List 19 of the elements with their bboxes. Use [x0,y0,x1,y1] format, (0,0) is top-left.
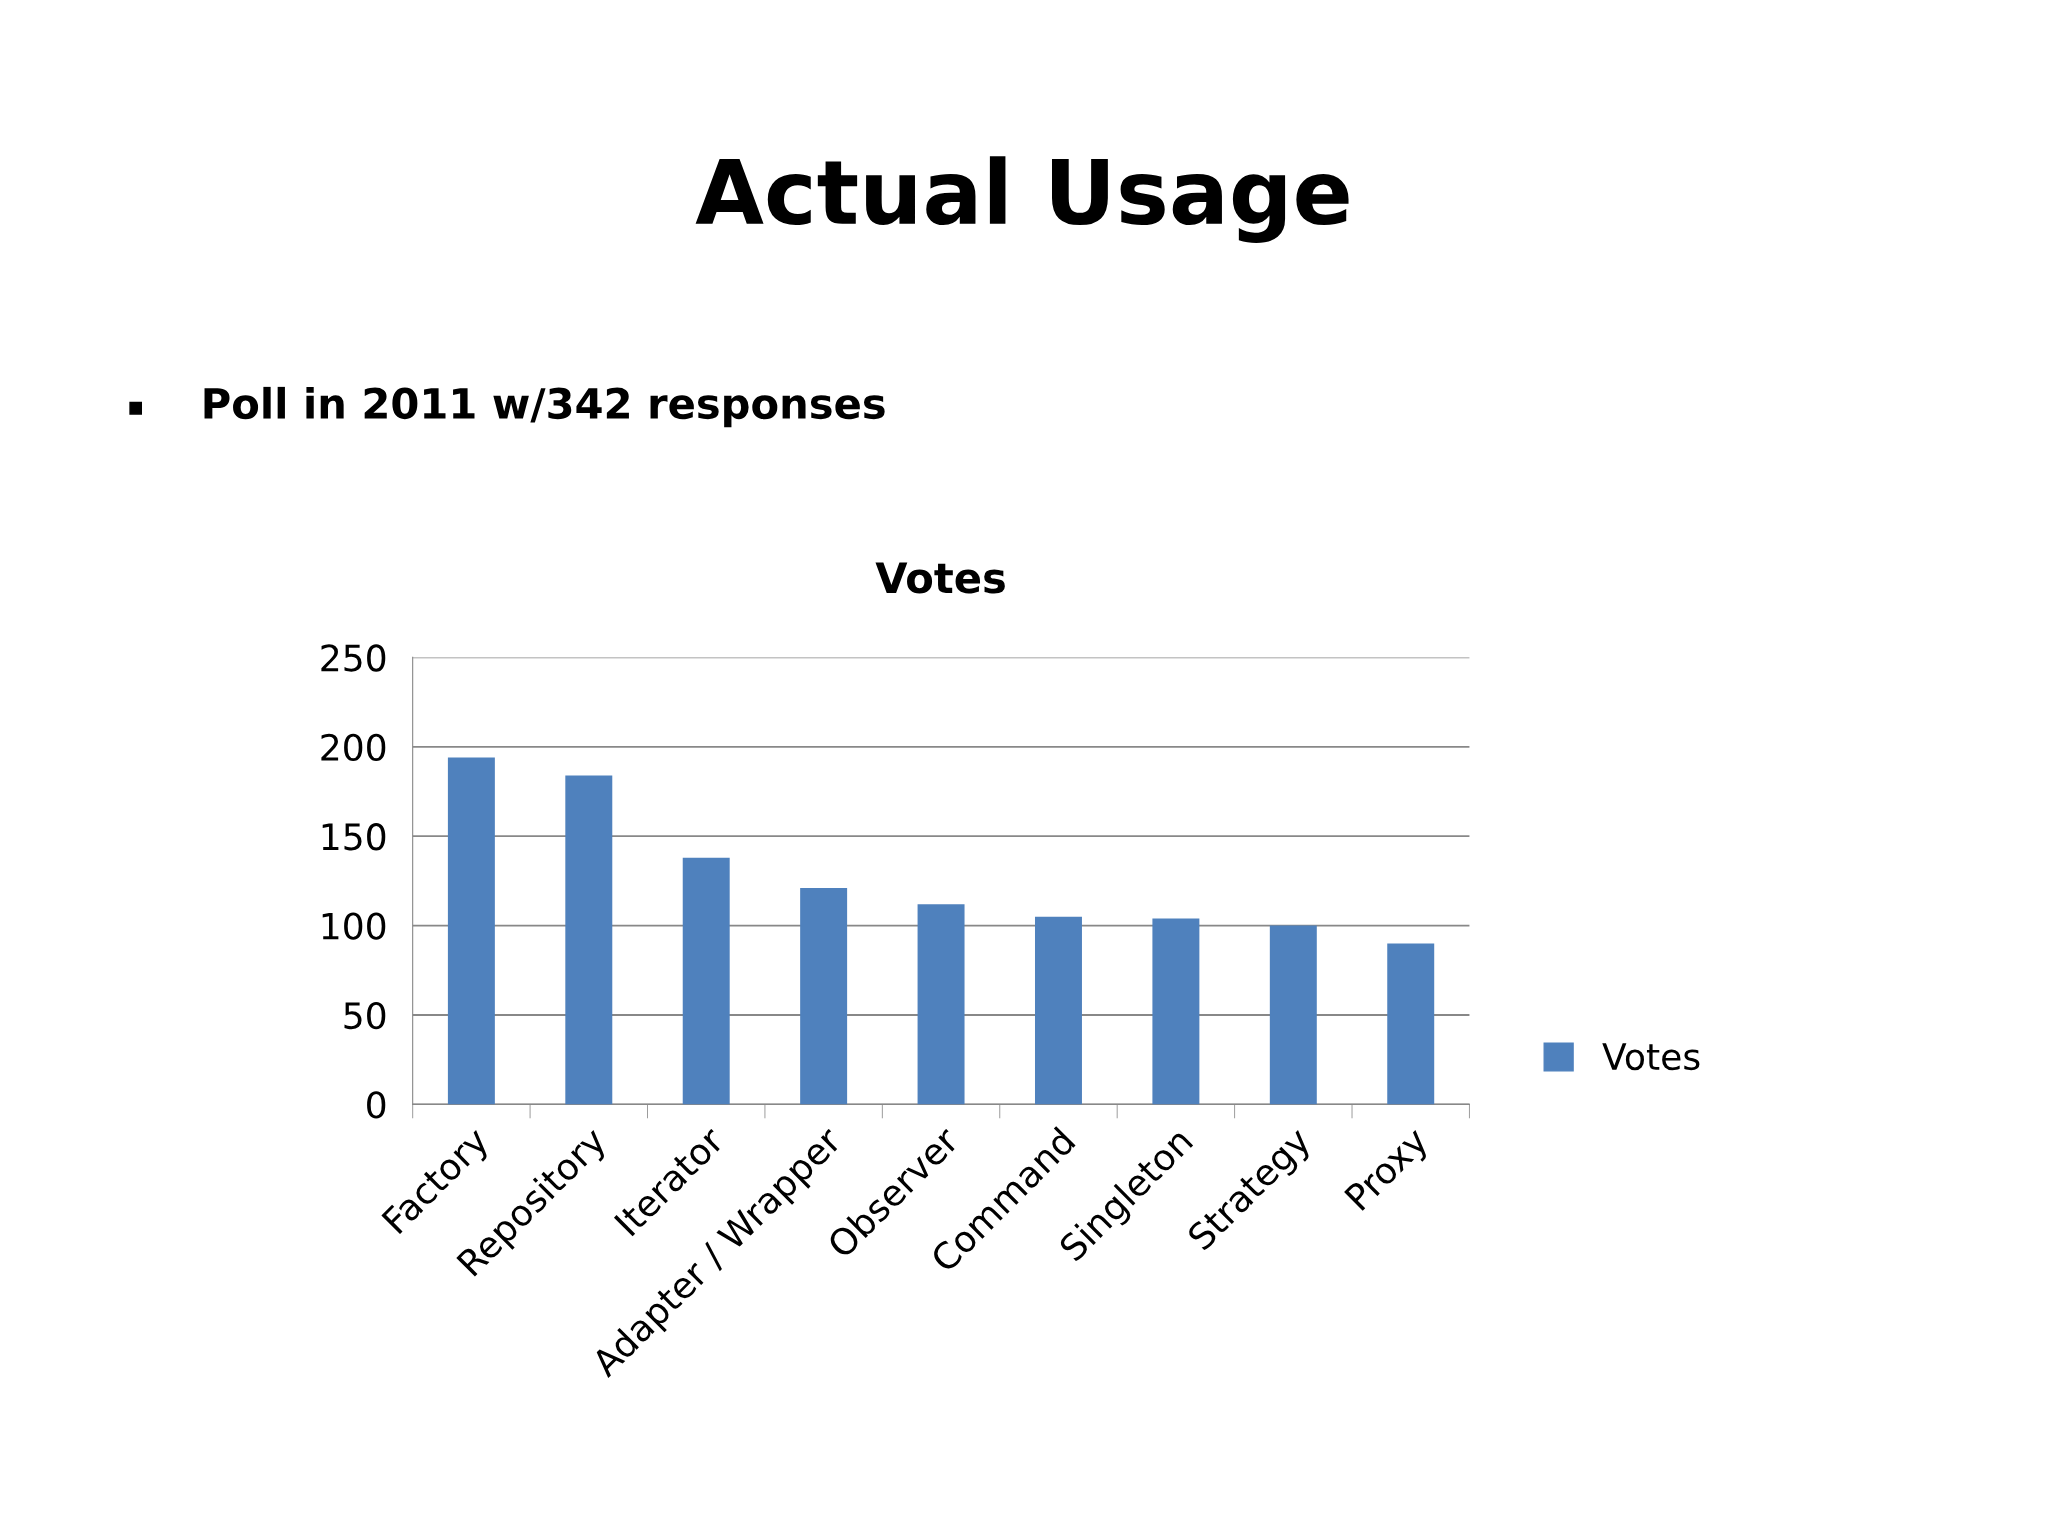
bar [1269,925,1317,1105]
bar [1387,943,1435,1105]
y-tick-label: 200 [321,733,386,762]
chart-title: Actual Usage [695,156,1349,244]
chart-subtitle: Poll in 2011 w/342 responses [204,386,885,428]
legend-label: Votes [1602,1043,1700,1071]
y-tick-label: 50 [344,1001,386,1030]
bar [1152,918,1200,1105]
text: Votes [875,562,1005,594]
y-tick-label: 250 [321,644,386,672]
y-tick-label: 150 [322,823,386,851]
bar [682,857,730,1105]
bar [800,888,848,1105]
bar [917,904,965,1105]
bar [447,757,495,1105]
y-tick-label: 100 [322,912,386,940]
bar [1034,916,1082,1105]
y-tick-label: 0 [367,1091,386,1119]
bar [565,775,613,1105]
